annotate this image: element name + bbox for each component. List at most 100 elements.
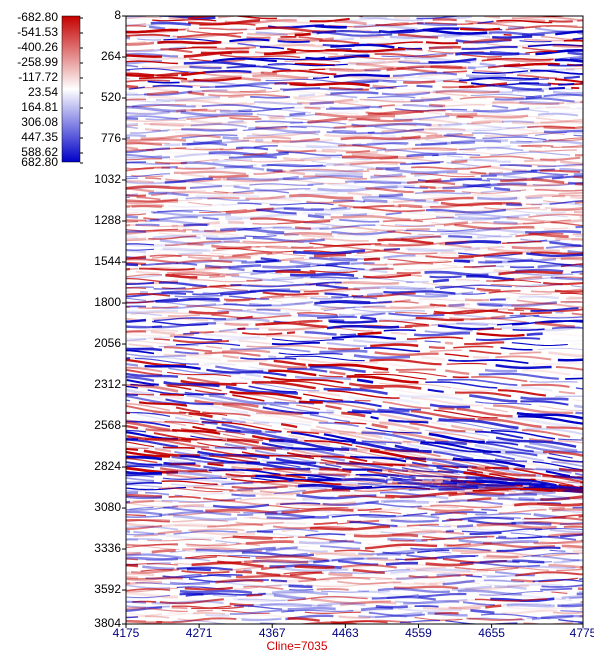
texture-stroke xyxy=(584,150,594,152)
texture-stroke xyxy=(464,482,514,490)
texture-stroke xyxy=(406,336,463,340)
seismic-image xyxy=(126,7,594,644)
texture-stroke xyxy=(357,507,382,512)
texture-stroke xyxy=(493,186,511,191)
texture-stroke xyxy=(143,122,184,127)
texture-stroke xyxy=(436,420,517,431)
texture-stroke xyxy=(253,145,278,148)
texture-stroke xyxy=(330,569,411,574)
texture-stroke xyxy=(463,265,496,268)
texture-stroke xyxy=(201,104,282,110)
texture-stroke xyxy=(497,605,570,610)
texture-stroke xyxy=(212,158,253,164)
texture-stroke xyxy=(550,7,594,8)
texture-stroke xyxy=(359,316,377,321)
texture-stroke xyxy=(153,287,186,290)
texture-stroke xyxy=(361,312,386,317)
texture-stroke xyxy=(233,309,250,313)
texture-stroke xyxy=(137,65,178,71)
texture-stroke xyxy=(493,221,518,225)
texture-stroke xyxy=(457,589,522,596)
texture-stroke xyxy=(126,138,187,142)
texture-stroke xyxy=(150,21,191,26)
texture-stroke xyxy=(165,398,214,406)
texture-stroke xyxy=(289,168,370,173)
texture-stroke xyxy=(159,248,208,252)
texture-stroke xyxy=(189,330,214,334)
texture-stroke xyxy=(126,28,179,34)
texture-stroke xyxy=(385,211,402,216)
texture-stroke xyxy=(428,45,461,50)
texture-stroke xyxy=(126,154,163,159)
texture-stroke xyxy=(212,322,253,325)
texture-stroke xyxy=(359,35,384,40)
texture-stroke xyxy=(377,408,410,413)
texture-stroke xyxy=(272,69,337,76)
texture-stroke xyxy=(367,128,425,135)
texture-stroke xyxy=(474,241,499,244)
texture-stroke xyxy=(191,46,256,50)
texture-stroke xyxy=(246,279,263,282)
texture-stroke xyxy=(380,499,429,504)
texture-stroke xyxy=(510,139,583,145)
texture-stroke xyxy=(126,594,171,599)
texture-stroke xyxy=(505,127,538,133)
texture-stroke xyxy=(131,545,180,551)
texture-stroke xyxy=(175,166,216,170)
texture-stroke xyxy=(208,93,289,98)
texture-stroke xyxy=(482,555,524,560)
texture-stroke xyxy=(398,61,471,65)
texture-stroke xyxy=(126,366,163,369)
texture-stroke xyxy=(466,121,491,125)
texture-stroke xyxy=(126,502,171,508)
texture-stroke xyxy=(487,642,543,644)
texture-stroke xyxy=(126,457,158,464)
texture-stroke xyxy=(525,95,542,100)
texture-stroke xyxy=(474,430,524,439)
texture-stroke xyxy=(219,566,268,571)
texture-stroke xyxy=(298,539,348,545)
texture-stroke xyxy=(126,494,163,498)
texture-stroke xyxy=(373,211,454,216)
texture-stroke xyxy=(323,245,380,251)
texture-stroke xyxy=(587,124,594,128)
texture-stroke xyxy=(375,615,408,618)
texture-stroke xyxy=(541,314,583,318)
texture-stroke xyxy=(174,524,207,528)
texture-stroke xyxy=(162,247,211,252)
texture-stroke xyxy=(145,615,170,619)
texture-stroke xyxy=(253,421,270,424)
texture-stroke xyxy=(476,332,525,337)
texture-stroke xyxy=(555,237,583,241)
texture-stroke xyxy=(551,145,583,148)
texture-stroke xyxy=(262,406,319,415)
texture-stroke xyxy=(557,358,583,362)
texture-stroke xyxy=(512,328,545,331)
texture-stroke xyxy=(524,194,566,199)
texture-stroke xyxy=(432,153,481,157)
texture-stroke xyxy=(446,362,487,365)
texture-stroke xyxy=(583,220,594,222)
texture-stroke xyxy=(400,11,472,15)
texture-stroke xyxy=(476,301,558,307)
texture-stroke xyxy=(417,549,450,554)
texture-stroke xyxy=(159,511,232,517)
texture-stroke xyxy=(208,394,289,406)
texture-stroke xyxy=(142,565,175,571)
texture-stroke xyxy=(546,244,583,249)
texture-stroke xyxy=(249,183,314,186)
texture-stroke xyxy=(229,116,262,121)
texture-stroke xyxy=(276,566,349,572)
colorbar-tick-label: -541.53 xyxy=(17,25,58,39)
texture-stroke xyxy=(338,494,395,499)
texture-stroke xyxy=(486,574,535,578)
texture-stroke xyxy=(126,420,171,428)
texture-stroke xyxy=(221,417,246,424)
texture-stroke xyxy=(370,343,419,348)
texture-stroke xyxy=(550,221,583,227)
texture-stroke xyxy=(498,270,563,276)
texture-stroke xyxy=(429,126,502,133)
texture-stroke xyxy=(361,431,426,443)
texture-stroke xyxy=(413,581,438,586)
texture-stroke xyxy=(430,484,503,491)
